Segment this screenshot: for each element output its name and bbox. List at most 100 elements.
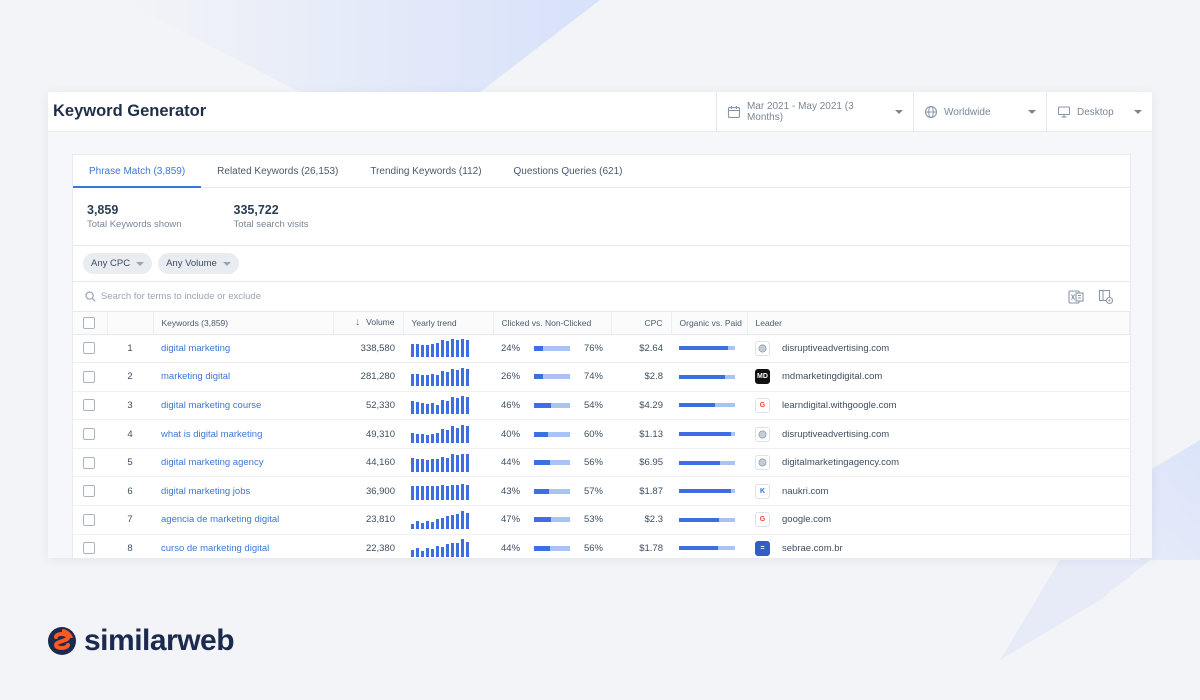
keyword-link[interactable]: curso de marketing digital	[153, 534, 333, 558]
device-selector[interactable]: Desktop	[1046, 92, 1152, 132]
tab-phrase-match[interactable]: Phrase Match (3,859)	[73, 155, 202, 188]
volume-filter-label: Any Volume	[166, 258, 217, 269]
select-all-checkbox[interactable]	[83, 316, 95, 329]
favicon-badge: G	[759, 401, 766, 409]
table-row[interactable]: 4 what is digital marketing 49,310 40% 6…	[73, 419, 1130, 449]
leader-domain[interactable]: disruptiveadvertising.com	[782, 342, 890, 354]
row-checkbox[interactable]	[83, 542, 95, 555]
clicked-ratio-bar	[534, 431, 570, 437]
tab-questions-queries[interactable]: Questions Queries (621)	[513, 166, 623, 177]
globe-icon	[755, 340, 770, 356]
table-row[interactable]: 5 digital marketing agency 44,160 44% 56…	[73, 448, 1130, 478]
keyword-link[interactable]: digital marketing agency	[153, 448, 333, 478]
row-checkbox[interactable]	[83, 513, 95, 526]
trend-bar	[451, 543, 454, 558]
trend-bar	[451, 485, 454, 501]
leader-domain[interactable]: mdmarketingdigital.com	[782, 371, 883, 383]
clicked-ratio-bar	[534, 460, 570, 466]
keywords-table: Keywords (3,859) ↓ Volume Yearly trend Cl…	[73, 312, 1130, 558]
row-checkbox[interactable]	[83, 399, 95, 412]
row-checkbox[interactable]	[83, 456, 95, 469]
trend-bar	[421, 551, 424, 558]
keyword-link[interactable]: agencia de marketing digital	[153, 505, 333, 535]
leader-column-header[interactable]: Leader	[747, 312, 1130, 335]
search-icon	[85, 291, 96, 302]
cpc-cell: $1.87	[611, 476, 671, 507]
country-selector[interactable]: Worldwide	[913, 92, 1046, 132]
row-checkbox[interactable]	[83, 370, 95, 383]
date-range-picker[interactable]: Mar 2021 - May 2021 (3 Months)	[716, 92, 913, 132]
organic-cell	[671, 391, 747, 421]
table-row[interactable]: 2 marketing digital 281,280 26% 74% $2.8…	[73, 362, 1130, 392]
volume-filter[interactable]: Any Volume	[158, 253, 239, 274]
trend-sparkbars	[411, 453, 485, 472]
leader-cell: G learndigital.withgoogle.com	[747, 391, 1130, 421]
row-select-cell	[73, 334, 107, 364]
leader-domain[interactable]: sebrae.com.br	[782, 542, 843, 554]
cpc-column-header[interactable]: CPC	[611, 312, 672, 335]
row-select-cell	[73, 534, 107, 558]
keyword-link[interactable]: digital marketing	[153, 334, 333, 364]
favicon-badge: =	[760, 544, 765, 552]
trend-bar	[456, 543, 459, 558]
keyword-link[interactable]: what is digital marketing	[153, 419, 333, 449]
tab-trending-keywords[interactable]: Trending Keywords (112)	[370, 166, 482, 177]
organic-paid-bar	[679, 517, 735, 522]
trend-column-header[interactable]: Yearly trend	[403, 312, 494, 335]
leader-domain[interactable]: digitalmarketingagency.com	[782, 457, 900, 469]
row-checkbox[interactable]	[83, 485, 95, 498]
trend-bar	[461, 339, 464, 358]
trend-bar	[446, 430, 449, 444]
organic-paid-bar	[679, 460, 735, 465]
row-checkbox[interactable]	[83, 342, 95, 355]
clicked-ratio-bar	[534, 545, 570, 551]
table-row[interactable]: 6 digital marketing jobs 36,900 43% 57% …	[73, 476, 1130, 507]
clicked-pct: 43%	[501, 485, 521, 497]
organic-paid-bar	[679, 432, 735, 437]
trend-cell	[403, 391, 493, 421]
table-row[interactable]: 1 digital marketing 338,580 24% 76% $2.6…	[73, 334, 1130, 364]
keywords-column-header[interactable]: Keywords (3,859)	[153, 312, 334, 335]
leader-domain[interactable]: disruptiveadvertising.com	[782, 428, 890, 440]
trend-bar	[411, 523, 414, 529]
leader-domain[interactable]: naukri.com	[782, 485, 829, 497]
organic-column-header[interactable]: Organic vs. Paid	[671, 312, 748, 335]
leader-domain[interactable]: google.com	[782, 514, 832, 526]
cpc-filter[interactable]: Any CPC	[83, 253, 153, 274]
trend-bar	[426, 520, 429, 529]
top-bar: Keyword Generator Mar 2021 - May 2021 (3…	[48, 92, 1152, 132]
stat-value: 335,722	[233, 203, 279, 217]
trend-sparkbars	[411, 510, 485, 529]
table-row[interactable]: 7 agencia de marketing digital 23,810 47…	[73, 505, 1130, 535]
non-clicked-pct: 74%	[583, 371, 603, 383]
table-row[interactable]: 8 curso de marketing digital 22,380 44% …	[73, 534, 1130, 558]
keyword-link[interactable]: digital marketing jobs	[153, 476, 333, 507]
clicked-cell: 43% 57%	[493, 476, 611, 507]
volume-cell: 22,380	[333, 534, 403, 558]
rank-cell: 3	[107, 391, 153, 421]
trend-bar	[441, 517, 444, 529]
keyword-link[interactable]: marketing digital	[153, 362, 333, 392]
volume-column-header[interactable]: ↓ Volume	[333, 312, 404, 335]
tab-related-keywords[interactable]: Related Keywords (26,153)	[217, 166, 339, 177]
chevron-down-icon	[136, 261, 145, 266]
trend-bar	[456, 485, 459, 501]
clicked-column-header[interactable]: Clicked vs. Non-Clicked	[493, 312, 612, 335]
leader-domain[interactable]: learndigital.withgoogle.com	[782, 399, 897, 411]
trend-bar	[416, 344, 419, 358]
filter-bar: Any CPC Any Volume	[73, 246, 1130, 282]
table-row[interactable]: 3 digital marketing course 52,330 46% 54…	[73, 391, 1130, 421]
trend-bar	[411, 486, 414, 501]
cpc-cell: $1.13	[611, 419, 671, 449]
keyword-link[interactable]: digital marketing course	[153, 391, 333, 421]
clicked-ratio-bar	[534, 402, 570, 408]
clicked-cell: 24% 76%	[493, 334, 611, 364]
trend-bar	[446, 544, 449, 558]
trend-bar	[466, 397, 469, 415]
column-settings-icon[interactable]	[1098, 289, 1114, 305]
excel-export-icon[interactable]	[1068, 289, 1084, 305]
trend-bar	[416, 373, 419, 386]
row-checkbox[interactable]	[83, 428, 95, 441]
trend-bar	[431, 434, 434, 444]
search-input[interactable]	[101, 291, 501, 302]
